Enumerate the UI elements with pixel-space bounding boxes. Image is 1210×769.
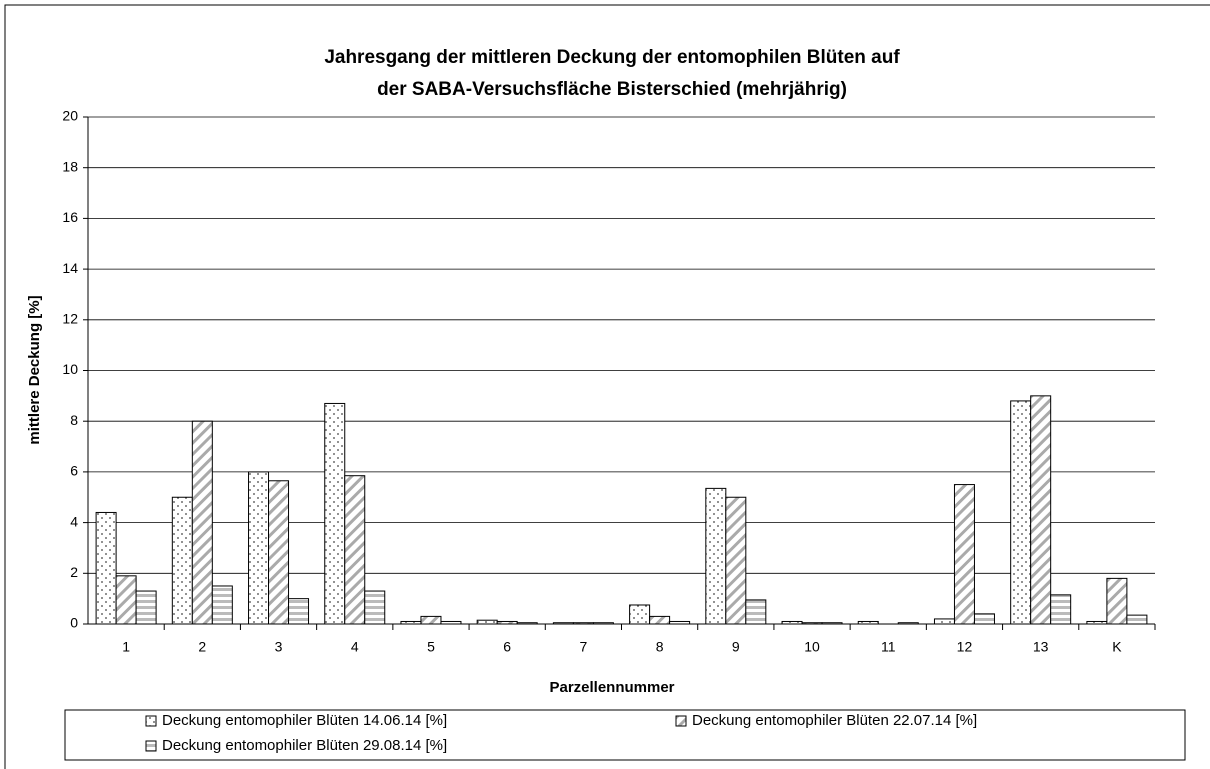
y-tick-label: 8	[70, 412, 78, 428]
x-tick-label: 11	[881, 639, 896, 655]
legend-box	[64, 709, 1186, 761]
bar	[171, 496, 193, 625]
legend-swatch	[145, 715, 157, 727]
bar	[1106, 577, 1128, 625]
bar	[211, 585, 233, 625]
bar	[95, 511, 117, 625]
y-tick-label: 0	[70, 615, 78, 631]
bar	[1126, 614, 1148, 625]
y-tick-label: 14	[62, 260, 78, 276]
x-tick-label: 13	[1033, 639, 1049, 655]
x-tick-label: 2	[198, 639, 206, 655]
bar	[953, 484, 975, 625]
bar	[364, 590, 386, 625]
x-tick-label: 5	[427, 639, 435, 655]
y-tick-label: 20	[62, 108, 78, 124]
x-tick-label: 9	[732, 639, 740, 655]
y-tick-label: 18	[62, 158, 78, 174]
x-tick-label: 8	[656, 639, 664, 655]
x-tick-label: 12	[957, 639, 973, 655]
legend-swatch	[675, 715, 687, 727]
bar	[420, 615, 442, 625]
y-axis-label: mittlere Deckung [%]	[26, 295, 43, 444]
bar	[649, 615, 671, 625]
chart-border	[4, 4, 1210, 769]
bar	[933, 618, 955, 625]
bar	[344, 475, 366, 625]
legend-text: Deckung entomophiler Blüten 29.08.14 [%]	[162, 737, 447, 754]
x-tick-label: 3	[275, 639, 283, 655]
bar	[191, 420, 213, 625]
x-tick-label: 4	[351, 639, 359, 655]
bar	[476, 619, 498, 625]
bar	[1030, 395, 1052, 625]
bar	[248, 471, 270, 625]
y-tick-label: 6	[70, 463, 78, 479]
x-tick-label: K	[1112, 639, 1122, 655]
bar	[1050, 594, 1072, 625]
y-tick-label: 4	[70, 513, 78, 529]
bar	[115, 575, 137, 625]
chart-title: der SABA-Versuchsfläche Bisterschied (me…	[377, 79, 847, 100]
bar	[268, 480, 290, 625]
bar	[745, 599, 767, 625]
x-axis-label: Parzellennummer	[549, 679, 674, 696]
legend-swatch	[145, 740, 157, 752]
bar	[973, 613, 995, 625]
y-tick-label: 16	[62, 209, 78, 225]
bar	[725, 496, 747, 625]
x-tick-label: 10	[804, 639, 820, 655]
y-tick-label: 2	[70, 564, 78, 580]
legend-text: Deckung entomophiler Blüten 22.07.14 [%]	[692, 712, 977, 729]
bar	[629, 604, 651, 625]
x-tick-label: 7	[579, 639, 587, 655]
x-tick-label: 1	[122, 639, 130, 655]
legend-text: Deckung entomophiler Blüten 14.06.14 [%]	[162, 712, 447, 729]
x-tick-label: 6	[503, 639, 511, 655]
bar	[135, 590, 157, 625]
y-tick-label: 12	[62, 311, 78, 327]
chart-title: Jahresgang der mittleren Deckung der ent…	[324, 47, 900, 68]
y-tick-label: 10	[62, 361, 78, 377]
bar	[324, 402, 346, 625]
bar	[1010, 400, 1032, 625]
bar	[705, 487, 727, 625]
bar	[288, 598, 310, 625]
